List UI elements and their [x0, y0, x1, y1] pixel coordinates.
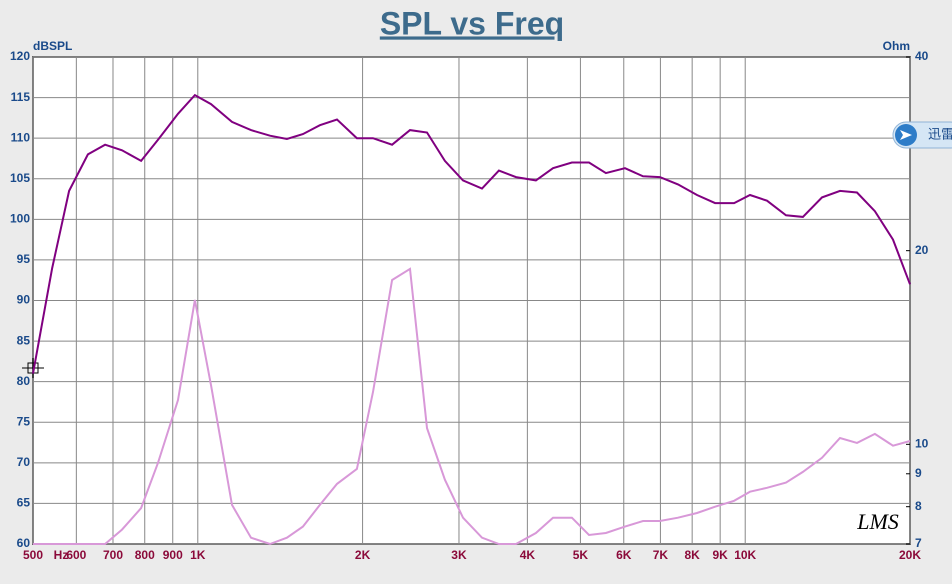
x-tick-label: 4K	[520, 548, 536, 562]
x-tick-label: 10K	[734, 548, 756, 562]
x-axis-label: Hz	[54, 548, 69, 562]
x-tick-label: 3K	[451, 548, 467, 562]
x-tick-label: 700	[103, 548, 123, 562]
y-axis-label: dBSPL	[33, 39, 72, 53]
y-tick-label: 60	[17, 536, 31, 550]
y-tick-label: 80	[17, 374, 31, 388]
y2-tick-label: 7	[915, 536, 922, 550]
x-tick-label: 6K	[616, 548, 632, 562]
overlay-button[interactable]: 迅雷	[892, 121, 952, 149]
x-tick-label: 8K	[684, 548, 700, 562]
x-tick-label: 2K	[355, 548, 371, 562]
x-tick-label: 20K	[899, 548, 921, 562]
x-tick-label: 500	[23, 548, 43, 562]
y2-tick-label: 9	[915, 466, 922, 480]
y-tick-label: 90	[17, 293, 31, 307]
x-tick-label: 900	[163, 548, 183, 562]
y2-tick-label: 40	[915, 49, 929, 63]
y2-tick-label: 20	[915, 243, 929, 257]
logo: LMS	[856, 509, 899, 534]
x-tick-label: 600	[66, 548, 86, 562]
y-tick-label: 85	[17, 333, 31, 347]
series-line	[33, 267, 911, 546]
y2-tick-label: 10	[915, 437, 929, 451]
x-tick-label: 7K	[653, 548, 669, 562]
x-tick-label: 800	[135, 548, 155, 562]
y-tick-label: 65	[17, 496, 31, 510]
x-tick-label: 9K	[712, 548, 728, 562]
y-tick-label: 120	[10, 49, 30, 63]
y-tick-label: 70	[17, 455, 31, 469]
chart-title: SPL vs Freq	[380, 5, 564, 41]
series-line	[32, 93, 911, 374]
x-tick-label: 5K	[573, 548, 589, 562]
y-tick-label: 110	[11, 130, 31, 144]
y-tick-label: 100	[10, 212, 30, 226]
y-tick-label: 95	[17, 252, 31, 266]
overlay-label[interactable]: 迅雷	[928, 126, 952, 141]
y-tick-label: 115	[11, 90, 31, 104]
x-tick-label: 1K	[190, 548, 206, 562]
y2-axis-label: Ohm	[883, 39, 910, 53]
y-tick-label: 75	[17, 414, 31, 428]
y2-tick-label: 8	[915, 499, 922, 513]
y-tick-label: 105	[10, 171, 30, 185]
